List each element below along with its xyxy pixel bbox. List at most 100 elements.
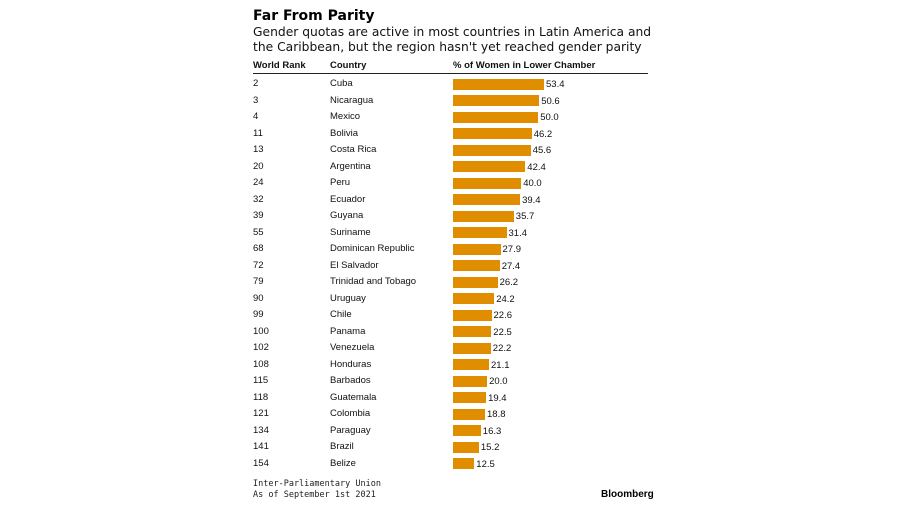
country-label: Cuba xyxy=(330,78,353,89)
country-label: Suriname xyxy=(330,226,371,238)
country-label: Argentina xyxy=(330,160,371,172)
rank-label: 134 xyxy=(253,424,269,436)
country-label: Trinidad and Tobago xyxy=(330,276,417,287)
rank-label: 154 xyxy=(253,457,269,469)
country-label: Guyana xyxy=(330,210,364,221)
value-label: 31.4 xyxy=(508,227,528,239)
header-divider xyxy=(253,73,648,74)
rank-label: 102 xyxy=(253,342,269,353)
bar xyxy=(453,227,507,238)
rank-label: 20 xyxy=(253,160,264,172)
table-row: 115 Barbados 20.0 xyxy=(0,373,900,390)
table-row: 121 Colombia 18.8 xyxy=(0,406,900,423)
rank-label: 11 xyxy=(253,127,263,139)
bar xyxy=(453,243,501,255)
value-label: 22.2 xyxy=(492,343,512,354)
value-label: 22.6 xyxy=(493,310,513,321)
country-label: Brazil xyxy=(330,441,354,452)
rank-label: 99 xyxy=(253,309,264,320)
source-line-1: Inter-Parliamentary Union xyxy=(253,479,381,489)
bar xyxy=(453,95,540,106)
bar xyxy=(453,392,487,403)
value-label: 27.4 xyxy=(501,260,521,272)
bar xyxy=(453,458,475,469)
table-row: 68 Dominican Republic 27.9 xyxy=(0,241,900,258)
chart-title: Far From Parity xyxy=(253,8,375,24)
rank-label: 72 xyxy=(253,259,264,271)
country-label: Peru xyxy=(330,177,351,188)
table-row: 102 Venezuela 22.2 xyxy=(0,340,900,357)
bar xyxy=(453,359,489,370)
country-label: Uruguay xyxy=(330,292,366,304)
bar xyxy=(453,326,492,337)
table-row: 72 El Salvador 27.4 xyxy=(0,258,900,275)
country-label: Paraguay xyxy=(330,424,371,436)
bar xyxy=(453,161,526,172)
rank-label: 108 xyxy=(253,358,269,370)
bar xyxy=(453,425,481,436)
value-label: 53.4 xyxy=(546,79,565,90)
value-label: 26.2 xyxy=(499,277,519,288)
value-label: 50.0 xyxy=(540,112,559,123)
column-header-rank: World Rank xyxy=(253,60,306,71)
value-label: 15.2 xyxy=(480,442,500,453)
table-row: 11 Bolivia 46.2 xyxy=(0,126,900,143)
rank-label: 4 xyxy=(253,111,259,122)
bar xyxy=(453,375,488,387)
table-row: 32 Ecuador 39.4 xyxy=(0,192,900,209)
value-label: 35.7 xyxy=(515,211,535,222)
bar xyxy=(453,293,495,304)
value-label: 50.6 xyxy=(541,95,560,107)
rank-label: 32 xyxy=(253,193,264,205)
rank-label: 3 xyxy=(253,94,259,106)
source-line-2: As of September 1st 2021 xyxy=(253,490,376,500)
table-row: 13 Costa Rica 45.6 xyxy=(0,142,900,159)
source-note: Inter-Parliamentary Union As of Septembe… xyxy=(253,479,381,501)
bar xyxy=(453,276,498,288)
country-label: Venezuela xyxy=(330,342,375,353)
country-label: Costa Rica xyxy=(330,144,377,155)
country-label: Honduras xyxy=(330,358,372,370)
rank-label: 39 xyxy=(253,210,264,221)
table-row: 118 Guatemala 19.4 xyxy=(0,390,900,407)
value-label: 20.0 xyxy=(489,376,508,387)
column-header-value: % of Women in Lower Chamber xyxy=(453,60,596,71)
table-row: 55 Suriname 31.4 xyxy=(0,225,900,242)
table-row: 39 Guyana 35.7 xyxy=(0,208,900,225)
country-label: Barbados xyxy=(330,375,371,386)
table-row: 154 Belize 12.5 xyxy=(0,456,900,473)
bar xyxy=(453,111,539,123)
value-label: 40.0 xyxy=(523,178,542,189)
rank-label: 68 xyxy=(253,243,264,254)
bar xyxy=(453,177,522,189)
country-label: Colombia xyxy=(330,408,371,419)
value-label: 42.4 xyxy=(527,161,546,173)
table-row: 108 Honduras 21.1 xyxy=(0,357,900,374)
rank-label: 121 xyxy=(253,408,269,419)
rank-label: 13 xyxy=(253,144,264,155)
rank-label: 115 xyxy=(253,375,269,386)
rank-label: 118 xyxy=(253,391,269,403)
country-label: Belize xyxy=(330,457,356,469)
bar xyxy=(453,441,479,453)
bar xyxy=(453,260,500,271)
rank-label: 141 xyxy=(253,441,269,452)
table-row: 141 Brazil 15.2 xyxy=(0,439,900,456)
bar xyxy=(453,194,521,205)
country-label: Panama xyxy=(330,325,366,337)
table-row: 3 Nicaragua 50.6 xyxy=(0,93,900,110)
value-label: 39.4 xyxy=(522,194,541,206)
value-label: 46.2 xyxy=(533,128,553,140)
country-label: Dominican Republic xyxy=(330,243,415,254)
rank-label: 90 xyxy=(253,292,264,304)
chart-subtitle: Gender quotas are active in most countri… xyxy=(253,25,652,54)
bar xyxy=(453,210,514,222)
table-row: 2 Cuba 53.4 xyxy=(0,76,900,93)
bar xyxy=(453,128,532,139)
rank-label: 24 xyxy=(253,177,264,188)
country-label: Chile xyxy=(330,309,352,320)
table-row: 134 Paraguay 16.3 xyxy=(0,423,900,440)
bar xyxy=(453,78,544,90)
bar xyxy=(453,342,491,354)
value-label: 16.3 xyxy=(482,425,502,437)
